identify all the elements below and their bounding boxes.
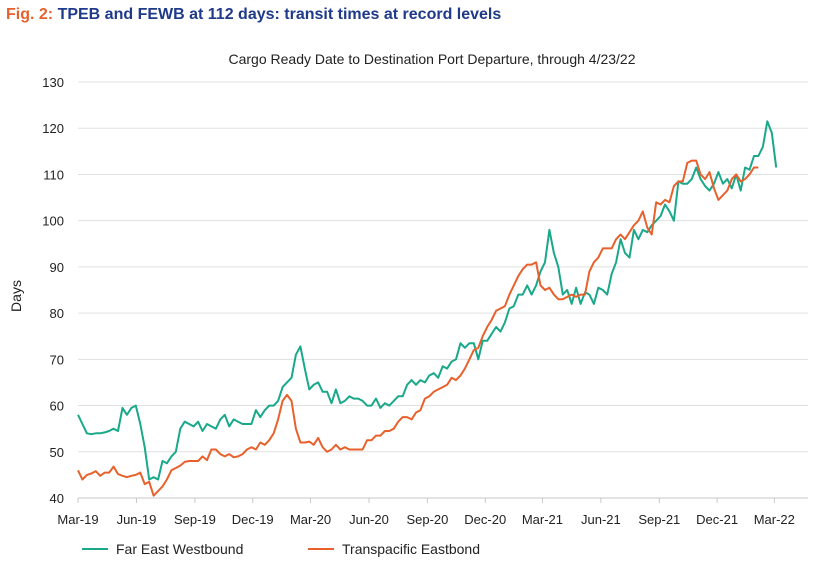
gridlines <box>78 81 808 453</box>
series-group <box>77 120 778 497</box>
y-tick-label: 130 <box>42 75 64 90</box>
y-tick-label: 110 <box>43 167 64 182</box>
y-tick-label: 40 <box>50 491 64 506</box>
y-axis-label: Days <box>8 280 24 312</box>
legend-label: Transpacific Eastbond <box>342 541 480 557</box>
y-tick-label: 120 <box>42 121 64 136</box>
x-tick-label: Sep-20 <box>406 512 448 527</box>
x-tick-label: Dec-21 <box>696 512 738 527</box>
legend-label: Far East Westbound <box>116 541 243 557</box>
y-tick-label: 70 <box>50 352 64 367</box>
x-tick-label: Mar-21 <box>522 512 563 527</box>
figure-title: TPEB and FEWB at 112 days: transit times… <box>57 6 502 23</box>
x-tick-label: Jun-19 <box>117 512 157 527</box>
x-tick-label: Sep-21 <box>638 512 680 527</box>
series-line-far-east-westbound <box>77 120 778 481</box>
chart-title: Cargo Ready Date to Destination Port Dep… <box>228 51 635 67</box>
x-tick-label: Mar-22 <box>754 512 795 527</box>
x-tick-label: Mar-19 <box>57 512 98 527</box>
figure-number: Fig. 2: <box>6 6 54 23</box>
series-line-transpacific-eastbond <box>77 159 759 497</box>
y-tick-label: 80 <box>50 306 64 321</box>
x-tick-label: Dec-19 <box>232 512 274 527</box>
y-tick-label: 90 <box>50 260 64 275</box>
legend: Far East Westbound Transpacific Eastbond <box>82 541 480 557</box>
y-tick-label: 50 <box>50 445 64 460</box>
x-tick-label: Dec-20 <box>464 512 506 527</box>
x-axis: Mar-19 Jun-19 Sep-19 Dec-19 Mar-20 Jun-20 Sep-… <box>57 497 808 527</box>
x-tick-label: Jun-20 <box>349 512 389 527</box>
y-tick-label: 60 <box>50 399 64 414</box>
figure-header: Fig. 2: TPEB and FEWB at 112 days: trans… <box>6 6 501 24</box>
y-axis-ticks: 40 50 60 70 80 90 100 110 120 130 <box>42 75 64 506</box>
x-tick-label: Jun-21 <box>581 512 621 527</box>
x-tick-label: Sep-19 <box>174 512 216 527</box>
y-tick-label: 100 <box>42 214 64 229</box>
x-tick-label: Mar-20 <box>290 512 331 527</box>
